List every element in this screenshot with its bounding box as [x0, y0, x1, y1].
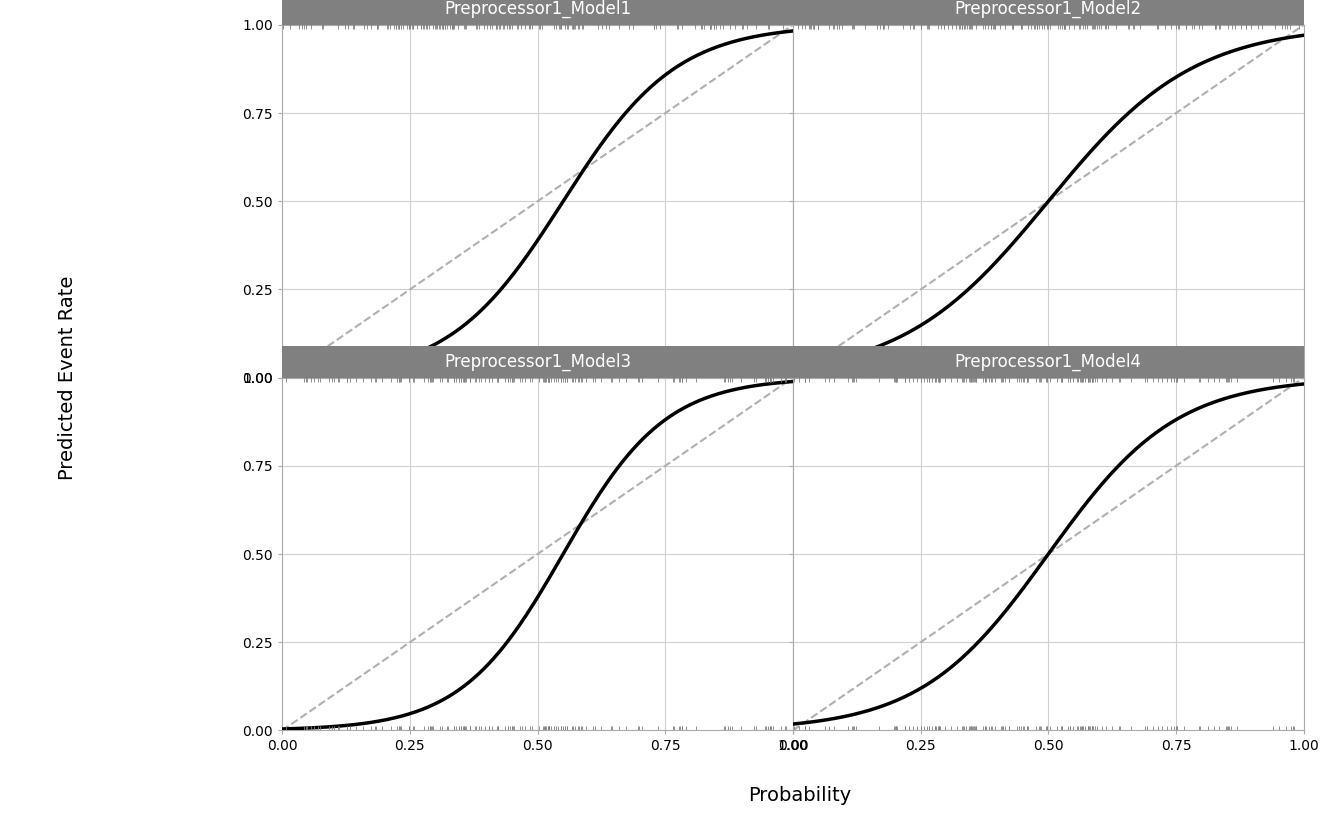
Text: Preprocessor1_Model2: Preprocessor1_Model2 [954, 0, 1142, 18]
Text: Preprocessor1_Model1: Preprocessor1_Model1 [444, 0, 632, 18]
Bar [282, 0, 793, 25]
Bar [282, 346, 793, 378]
Bar [793, 346, 1304, 378]
Text: Preprocessor1_Model3: Preprocessor1_Model3 [444, 353, 632, 371]
Bar [793, 0, 1304, 25]
Text: Probability: Probability [749, 786, 851, 805]
Text: Predicted Event Rate: Predicted Event Rate [58, 276, 77, 480]
Text: Preprocessor1_Model4: Preprocessor1_Model4 [954, 353, 1142, 371]
